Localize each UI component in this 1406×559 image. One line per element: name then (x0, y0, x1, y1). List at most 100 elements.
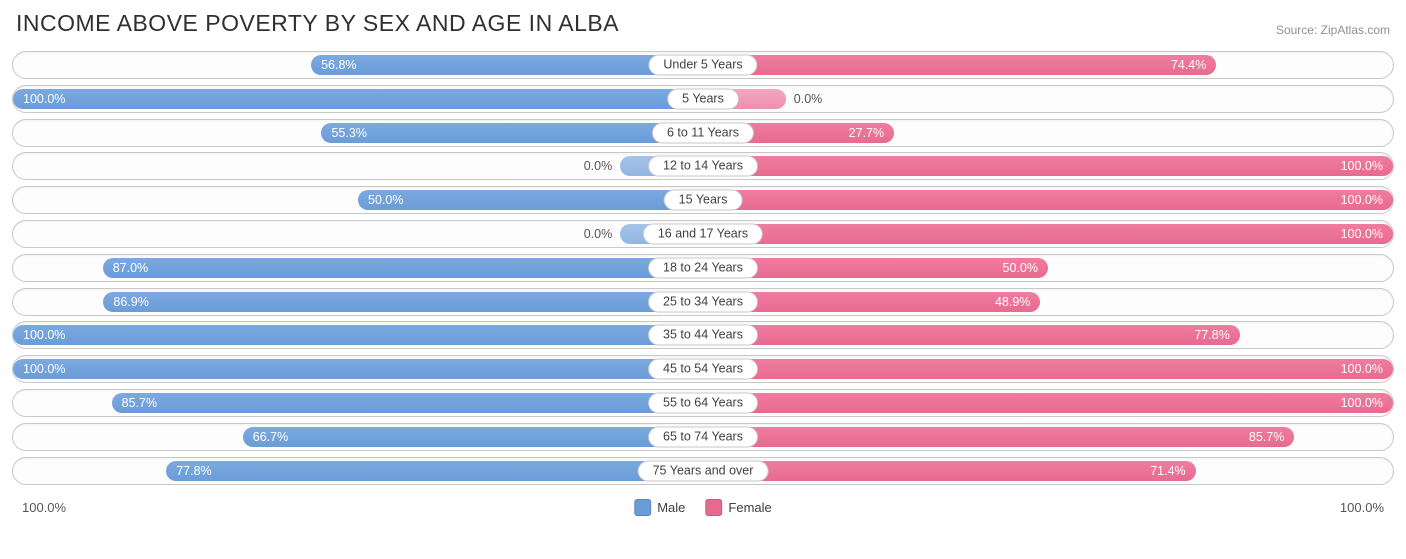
male-half: 0.0% (13, 221, 703, 247)
male-value-label: 77.8% (176, 464, 211, 478)
male-value-label: 100.0% (23, 328, 65, 342)
female-bar: 100.0% (703, 393, 1393, 413)
female-value-label: 100.0% (1341, 227, 1383, 241)
female-bar: 100.0% (703, 359, 1393, 379)
male-half: 87.0% (13, 255, 703, 281)
female-bar: 100.0% (703, 224, 1393, 244)
male-half: 100.0% (13, 322, 703, 348)
female-bar: 71.4% (703, 461, 1196, 481)
age-label: 35 to 44 Years (648, 325, 758, 346)
female-half: 74.4% (703, 52, 1393, 78)
female-half: 100.0% (703, 187, 1393, 213)
age-label: 25 to 34 Years (648, 291, 758, 312)
legend-male-label: Male (657, 500, 685, 515)
female-bar: 85.7% (703, 427, 1294, 447)
male-half: 56.8% (13, 52, 703, 78)
female-half: 100.0% (703, 356, 1393, 382)
chart-row: 77.8%71.4%75 Years and over (12, 457, 1394, 485)
female-value-label: 0.0% (786, 86, 823, 112)
female-half: 100.0% (703, 153, 1393, 179)
male-value-label: 55.3% (331, 126, 366, 140)
male-half: 100.0% (13, 86, 703, 112)
chart-row: 56.8% 74.4% Under 5 Years (12, 51, 1394, 79)
female-half: 27.7% (703, 120, 1393, 146)
male-value-label: 85.7% (122, 396, 157, 410)
male-value-label: 50.0% (368, 193, 403, 207)
male-bar: 77.8% (166, 461, 703, 481)
legend-female-label: Female (728, 500, 771, 515)
age-label: 65 to 74 Years (648, 426, 758, 447)
chart-row: 55.3% 27.7%6 to 11 Years (12, 119, 1394, 147)
age-label: 55 to 64 Years (648, 392, 758, 413)
male-value-label: 100.0% (23, 92, 65, 106)
male-swatch-icon (634, 499, 651, 516)
female-value-label: 100.0% (1341, 396, 1383, 410)
male-bar: 85.7% (112, 393, 703, 413)
diverging-bar-chart: 56.8%74.4%Under 5 Years100.0%0.0%5 Years… (12, 51, 1394, 485)
female-half: 100.0% (703, 221, 1393, 247)
female-bar: 77.8% (703, 325, 1240, 345)
male-bar: 50.0% (358, 190, 703, 210)
axis-right-label: 100.0% (1340, 500, 1384, 515)
age-label: 5 Years (667, 88, 739, 109)
female-value-label: 71.4% (1150, 464, 1185, 478)
male-bar: 66.7% (243, 427, 703, 447)
female-value-label: 100.0% (1341, 159, 1383, 173)
male-half: 86.9% (13, 289, 703, 315)
chart-row: 100.0% 77.8% 35 to 44 Years (12, 321, 1394, 349)
chart-row: 87.0%50.0%18 to 24 Years (12, 254, 1394, 282)
age-label: 15 Years (664, 190, 743, 211)
male-bar: 86.9% (103, 292, 703, 312)
female-bar: 100.0% (703, 190, 1393, 210)
chart-row: 50.0% 100.0%15 Years (12, 186, 1394, 214)
male-value-label: 87.0% (113, 261, 148, 275)
age-label: 18 to 24 Years (648, 257, 758, 278)
male-bar: 100.0% (13, 359, 703, 379)
axis-left-label: 100.0% (22, 500, 66, 515)
male-bar: 87.0% (103, 258, 703, 278)
male-value-label: 100.0% (23, 362, 65, 376)
legend-male: Male (634, 499, 685, 516)
female-value-label: 77.8% (1194, 328, 1229, 342)
female-bar: 100.0% (703, 156, 1393, 176)
male-half: 85.7% (13, 390, 703, 416)
chart-row: 0.0% 100.0% 12 to 14 Years (12, 152, 1394, 180)
age-label: Under 5 Years (648, 55, 757, 76)
chart-source: Source: ZipAtlas.com (1276, 23, 1390, 37)
male-half: 100.0% (13, 356, 703, 382)
legend: Male Female (634, 499, 772, 516)
female-half: 71.4% (703, 458, 1393, 484)
age-label: 16 and 17 Years (643, 223, 763, 244)
female-bar: 74.4% (703, 55, 1216, 75)
female-half: 77.8% (703, 322, 1393, 348)
chart-row: 100.0%100.0%45 to 54 Years (12, 355, 1394, 383)
chart-row: 85.7% 100.0% 55 to 64 Years (12, 389, 1394, 417)
female-value-label: 48.9% (995, 295, 1030, 309)
female-swatch-icon (705, 499, 722, 516)
female-value-label: 100.0% (1341, 362, 1383, 376)
male-value-label: 56.8% (321, 58, 356, 72)
male-bar: 56.8% (311, 55, 703, 75)
chart-title: INCOME ABOVE POVERTY BY SEX AND AGE IN A… (16, 10, 619, 37)
female-half: 0.0% (703, 86, 1393, 112)
age-label: 6 to 11 Years (652, 122, 754, 143)
chart-row: 0.0% 100.0% 16 and 17 Years (12, 220, 1394, 248)
chart-row: 66.7% 85.7% 65 to 74 Years (12, 423, 1394, 451)
male-bar: 100.0% (13, 89, 703, 109)
male-half: 66.7% (13, 424, 703, 450)
female-value-label: 74.4% (1171, 58, 1206, 72)
age-label: 12 to 14 Years (648, 156, 758, 177)
female-half: 100.0% (703, 390, 1393, 416)
chart-header: INCOME ABOVE POVERTY BY SEX AND AGE IN A… (12, 10, 1394, 37)
male-value-label: 0.0% (584, 153, 621, 179)
chart-row: 86.9% 48.9% 25 to 34 Years (12, 288, 1394, 316)
female-half: 85.7% (703, 424, 1393, 450)
male-half: 0.0% (13, 153, 703, 179)
male-value-label: 86.9% (113, 295, 148, 309)
male-bar: 100.0% (13, 325, 703, 345)
female-half: 48.9% (703, 289, 1393, 315)
male-half: 77.8% (13, 458, 703, 484)
male-half: 50.0% (13, 187, 703, 213)
female-value-label: 85.7% (1249, 430, 1284, 444)
male-value-label: 66.7% (253, 430, 288, 444)
